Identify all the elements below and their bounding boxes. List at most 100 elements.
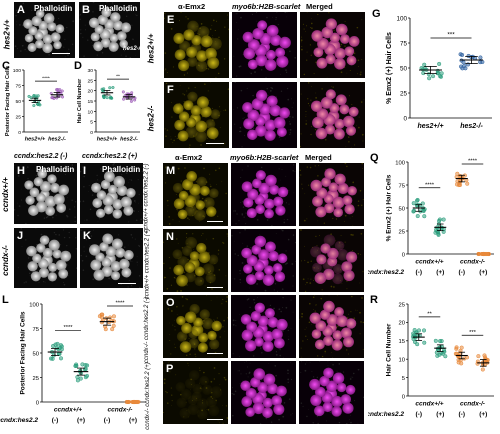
data-point-L [74,363,79,368]
scale-bar [118,282,136,284]
y-tick-label-D: 30 [88,68,94,74]
data-point-R [482,353,487,358]
panel-letter-G: G [372,8,381,20]
significance-label-L: **** [63,325,73,331]
phalloidin-image-B [79,2,140,58]
panel-letter-D: D [74,60,82,72]
data-point-R [480,367,485,372]
data-point-L [97,314,102,319]
data-point-G [437,61,442,67]
row-label-P: ccndx-/- ccndx:hes2.2 (+) [144,362,151,430]
data-point-G [426,72,431,77]
data-point-C [36,103,40,107]
inset-label-hes2-ko: hes2-/- [123,46,140,52]
row-label-ccndx-wt: ccndx+/+ [0,177,10,212]
x-tick-label-L: (-) [52,417,59,424]
panel-letter-B: B [82,4,90,16]
row-label-R: ccndx:hes2.2 [368,411,404,418]
group-label-Q: ccndx+/+ [415,259,443,266]
phalloidin-image-H [14,163,77,224]
data-point-L [84,373,90,378]
panel-letter-A: A [17,4,25,16]
col-header-hes2-plus: ccndx:hes2.2 (+) [82,153,138,160]
y-tick-label-D: 0 [90,130,93,136]
panel-letter-N: N [166,231,174,243]
y-tick-label-C: 25 [16,114,22,120]
y-tick-label-G: 100 [396,15,407,22]
data-point-L [51,343,56,349]
panel-letter-M: M [166,165,176,177]
panel-letter-Q: Q [370,152,379,164]
y-tick-label-G: 50 [400,65,408,72]
emx2-image-P [163,361,228,424]
y-axis-label-R: Hair Cell Number [385,323,392,376]
data-point-G [439,71,444,76]
y-tick-label-C: 0 [18,130,21,136]
emx2-image-M [163,163,228,226]
data-point-R [433,338,438,343]
x-tick-label-C: hes2+/+ [25,137,46,143]
data-point-R [456,360,461,365]
x-tick-label-G: hes2+/+ [417,123,443,130]
panel-N-myo6b [231,229,296,292]
data-point-L [80,362,85,367]
row-label-hes2-wt: hes2+/+ [2,19,12,50]
row-label-N: ccndx+/+ ccndx:hes2.2 (+) [144,228,151,300]
panel-K: K [80,228,143,288]
phalloidin-label-A: Phalloidin [34,4,73,13]
y-tick-label-L: 0 [36,400,40,406]
row-label-ccndx-ko: ccndx-/- [0,245,10,276]
x-tick-label-Q: (+) [479,269,487,276]
y-tick-label-L: 75 [32,327,39,333]
data-point-Q [465,181,470,186]
panel-letter-L: L [2,294,9,306]
phalloidin-label-H: Phalloidin [36,165,75,174]
significance-label-D: ** [116,74,120,80]
phalloidin-image-A [14,2,75,58]
data-point-Q [415,197,420,203]
chart-G: G % Emx2 (+) Hair Cells 0 25 50 75 100 *** hes2+… [372,8,492,130]
data-point-G [478,60,483,65]
col-header-myo6b: myo6b:H2B-scarlet [232,2,301,11]
emx2-image-F [164,82,229,148]
significance-label-Q: **** [468,159,478,165]
data-point-R [443,354,448,359]
phalloidin-label-I: Phalloidin [102,165,141,174]
significance-label-C: **** [42,76,50,82]
panel-letter-K: K [83,230,91,242]
x-tick-label-Q: (-) [459,269,466,276]
data-point-D [121,90,125,94]
data-point-R [438,339,443,344]
data-point-Q [422,214,427,219]
data-point-R [454,345,459,350]
data-point-D [111,85,115,90]
col-header-emx2: α-Emx2 [178,2,206,11]
data-point-C [60,89,64,93]
data-point-Q [437,217,442,222]
x-tick-label-L: (+) [77,417,85,424]
group-label-L: ccndx-/- [108,407,133,414]
group-label-Q: ccndx-/- [460,259,485,266]
data-point-R [416,328,422,333]
data-point-D [108,86,112,90]
data-point-G [430,74,436,79]
panel-M-emx2: M [163,163,228,226]
merged-image-N [299,229,364,292]
y-tick-label-D: 10 [88,109,94,115]
panel-F-myo6b [232,82,297,148]
data-point-R [421,328,427,333]
group-label-L: ccndx+/+ [54,407,82,414]
data-point-G [466,53,471,58]
data-point-Q [411,209,416,214]
panel-I: I Phalloidin [80,163,143,224]
x-tick-label-R: (-) [459,411,466,418]
y-tick-label-C: 50 [16,99,22,105]
y-axis-label-D: Hair Cell Number [77,78,83,123]
y-tick-label-C: 100 [13,68,21,74]
data-point-C [55,88,59,92]
data-point-L [103,324,108,329]
group-label-R: ccndx-/- [460,401,485,408]
data-point-Q [436,231,441,236]
chart-Q: Q % Emx2 (+) Hair Cells 0 25 50 75 100 **** ****… [368,152,494,276]
y-tick-label-L: 100 [29,302,40,308]
